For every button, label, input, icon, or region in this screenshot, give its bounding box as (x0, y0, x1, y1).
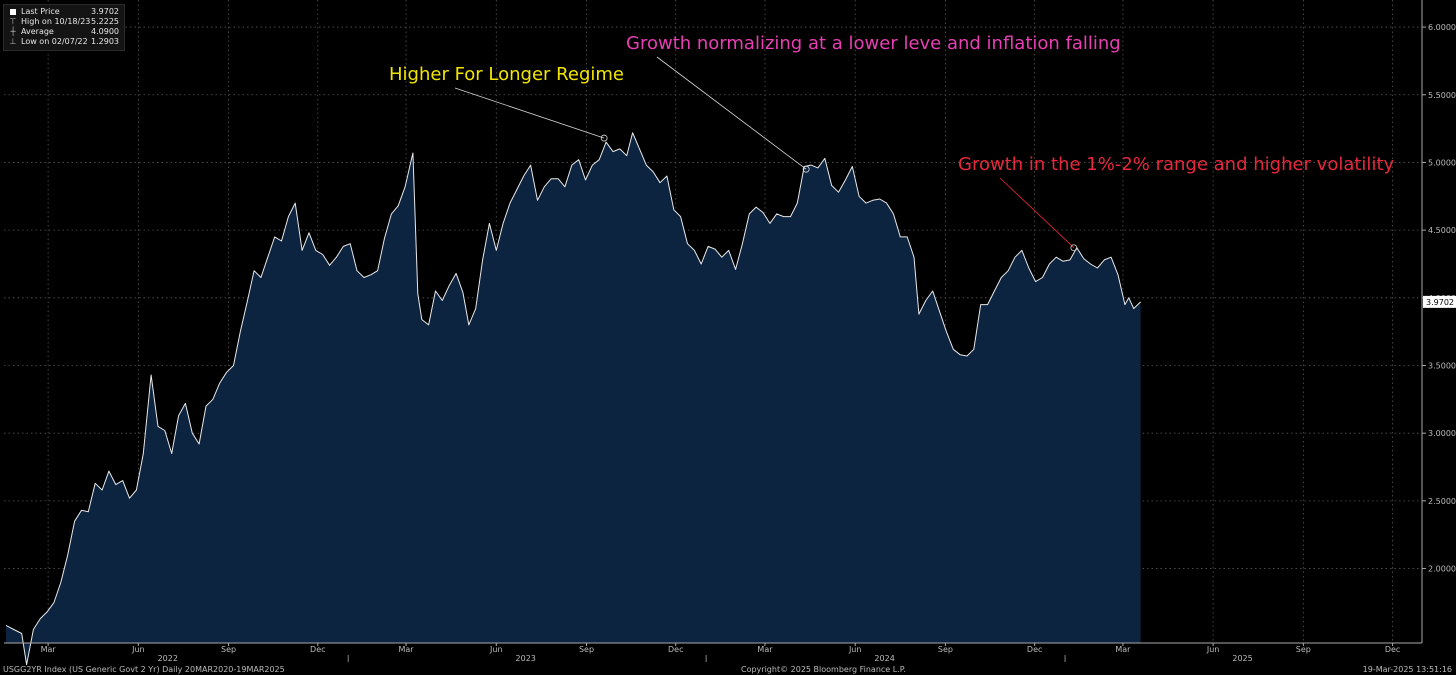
x-tick-label-year: 2023 (516, 654, 536, 663)
footer-copyright: Copyright© 2025 Bloomberg Finance L.P. (741, 665, 906, 674)
x-tick-label-month: Dec (668, 645, 683, 654)
x-tick-label-month: Jun (1206, 645, 1220, 654)
legend-label: Last Price (21, 7, 60, 16)
footer-timestamp: 19-Mar-2025 13:51:16 (1362, 665, 1452, 674)
x-tick-label-year: 2025 (1232, 654, 1252, 663)
y-tick-label: 5.5000 (1428, 91, 1456, 100)
y-tick-label: 4.5000 (1428, 226, 1456, 235)
last-price-label: 3.9702 (1426, 298, 1454, 307)
x-tick-label-month: Dec (1027, 645, 1042, 654)
x-tick-label-month: Mar (399, 645, 415, 654)
legend-value: 1.2903 (91, 37, 119, 46)
x-tick-label-month: Jun (489, 645, 503, 654)
x-tick-label-month: Sep (221, 645, 236, 654)
legend-label: High on 10/18/23 (21, 17, 91, 26)
x-tick-label-month: Sep (938, 645, 953, 654)
annotation-higher-for-longer: Higher For Longer Regime (389, 64, 624, 85)
annotation-leaders (454, 56, 1078, 252)
annotation-growth-normalizing: Growth normalizing at a lower leve and i… (626, 33, 1121, 54)
x-tick-label-year: 2022 (158, 654, 178, 663)
y-tick-label: 5.0000 (1428, 158, 1456, 167)
last-price-marker (1423, 295, 1456, 308)
series-area-fill (6, 132, 1141, 665)
y-tick-label: 2.5000 (1428, 497, 1456, 506)
annotation-point-marker (1070, 244, 1078, 252)
x-tick-label-month: Mar (41, 645, 57, 654)
axes: 2.00002.50003.00003.50004.00004.50005.00… (4, 0, 1456, 663)
y-tick-label: 6.0000 (1428, 23, 1456, 32)
legend-item-low: ⊥ Low on 02/07/22 1.2903 (8, 37, 119, 47)
low-marker-icon: ⊥ (9, 37, 17, 46)
annotation-leader-line (454, 87, 605, 139)
annotation-leader-line (656, 56, 807, 170)
footer-ticker-info: USGG2YR Index (US Generic Govt 2 Yr) Dai… (3, 665, 285, 674)
annotation-leader-line (999, 177, 1075, 249)
legend: Last Price 3.9702 ⊤ High on 10/18/23 5.2… (3, 4, 125, 51)
legend-item-last-price: Last Price 3.9702 (8, 7, 119, 17)
x-tick-label-month: Mar (1115, 645, 1131, 654)
filled-square-icon (10, 9, 16, 15)
y-tick-label: 2.0000 (1428, 565, 1456, 574)
high-marker-icon: ⊤ (9, 17, 17, 26)
x-tick-label-month: Sep (579, 645, 594, 654)
series-line (5, 132, 1141, 666)
legend-value: 3.9702 (91, 7, 119, 16)
annotation-point-marker (600, 134, 608, 142)
x-tick-label-month: Dec (310, 645, 325, 654)
annotation-point-marker (802, 165, 810, 173)
legend-label: Average (21, 27, 54, 36)
y-tick-label: 3.0000 (1428, 429, 1456, 438)
x-tick-label-month: Mar (757, 645, 773, 654)
y-tick-label: 3.5000 (1428, 361, 1456, 370)
legend-item-average: ┼ Average 4.0900 (8, 27, 119, 37)
legend-value: 5.2225 (91, 17, 119, 26)
x-tick-label-month: Dec (1385, 645, 1400, 654)
price-series (5, 132, 1141, 666)
x-tick-label-month: Jun (848, 645, 862, 654)
legend-label: Low on 02/07/22 (21, 37, 88, 46)
average-marker-icon: ┼ (10, 27, 16, 36)
legend-value: 4.0900 (91, 27, 119, 36)
x-tick-label-month: Sep (1296, 645, 1311, 654)
x-tick-label-month: Jun (131, 645, 145, 654)
annotation-growth-range: Growth in the 1%-2% range and higher vol… (958, 154, 1395, 175)
x-tick-label-year: 2024 (874, 654, 894, 663)
legend-item-high: ⊤ High on 10/18/23 5.2225 (8, 17, 119, 27)
